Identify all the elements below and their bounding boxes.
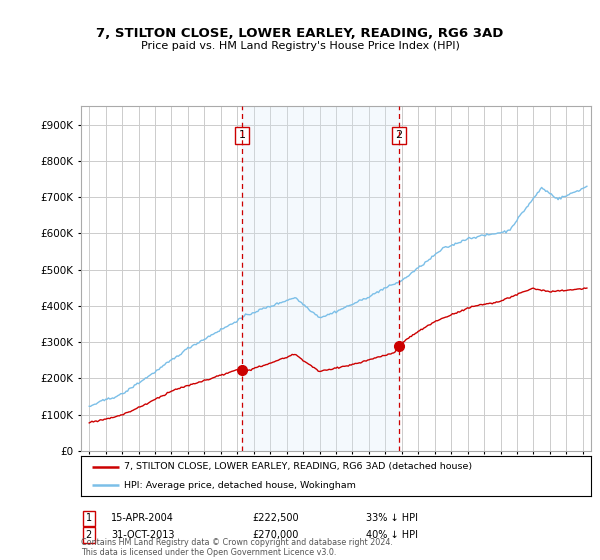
Text: £222,500: £222,500	[252, 514, 299, 523]
Text: HPI: Average price, detached house, Wokingham: HPI: Average price, detached house, Woki…	[124, 480, 356, 489]
Text: 7, STILTON CLOSE, LOWER EARLEY, READING, RG6 3AD: 7, STILTON CLOSE, LOWER EARLEY, READING,…	[97, 27, 503, 40]
Text: 40% ↓ HPI: 40% ↓ HPI	[366, 530, 418, 540]
Text: 1: 1	[239, 130, 245, 141]
Bar	[242, 106, 399, 451]
Text: Price paid vs. HM Land Registry's House Price Index (HPI): Price paid vs. HM Land Registry's House …	[140, 41, 460, 51]
Text: 2: 2	[86, 530, 92, 540]
Text: 2: 2	[395, 130, 403, 141]
Text: 15-APR-2004: 15-APR-2004	[111, 514, 174, 523]
Text: £270,000: £270,000	[252, 530, 298, 540]
Text: 7, STILTON CLOSE, LOWER EARLEY, READING, RG6 3AD (detached house): 7, STILTON CLOSE, LOWER EARLEY, READING,…	[124, 463, 472, 472]
Text: 1: 1	[86, 514, 92, 523]
Text: 31-OCT-2013: 31-OCT-2013	[111, 530, 175, 540]
Text: 33% ↓ HPI: 33% ↓ HPI	[366, 514, 418, 523]
Text: Contains HM Land Registry data © Crown copyright and database right 2024.
This d: Contains HM Land Registry data © Crown c…	[81, 538, 393, 557]
